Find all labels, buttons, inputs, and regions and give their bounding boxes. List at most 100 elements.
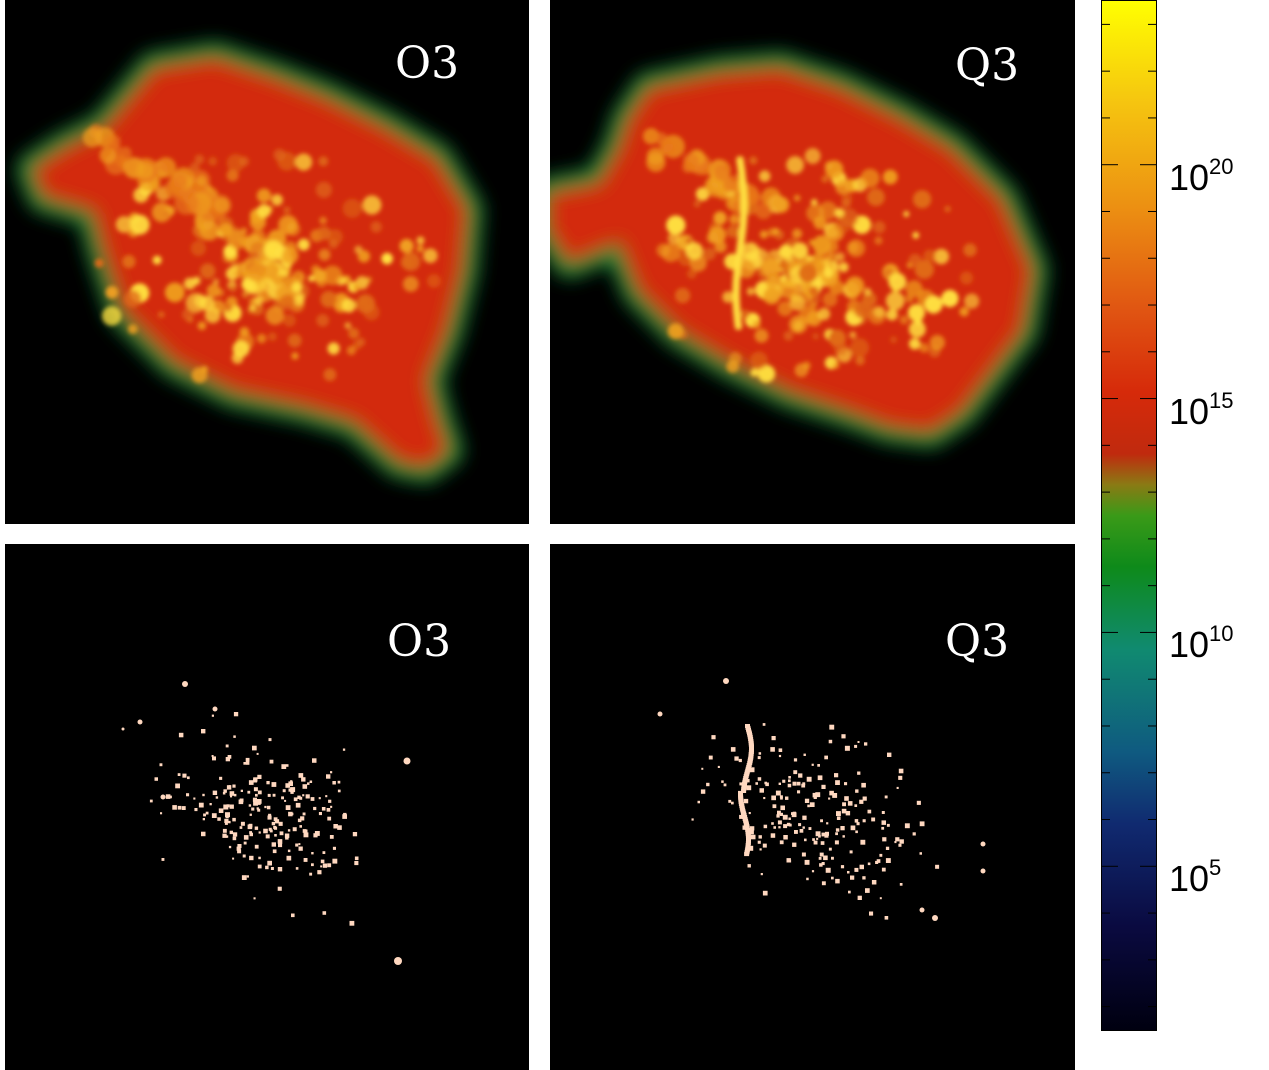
sink-particle bbox=[326, 774, 331, 779]
sink-particle bbox=[322, 911, 327, 915]
sink-particle bbox=[291, 913, 295, 918]
sink-particle bbox=[794, 830, 798, 834]
sink-particle bbox=[175, 783, 180, 789]
sink-particle-cloud bbox=[121, 681, 411, 965]
sink-particle bbox=[842, 835, 845, 838]
sink-particle bbox=[248, 823, 253, 828]
sink-particle bbox=[232, 817, 236, 822]
sink-particle bbox=[739, 814, 744, 819]
sink-particle bbox=[287, 829, 291, 832]
sink-particle bbox=[225, 757, 230, 762]
sink-particle bbox=[222, 792, 226, 795]
sink-particle bbox=[285, 764, 289, 767]
sink-particles-q3-image bbox=[657, 678, 986, 921]
sink-particle bbox=[734, 756, 739, 761]
sink-particle bbox=[778, 782, 781, 785]
sink-particle bbox=[186, 793, 190, 797]
sink-particle bbox=[253, 787, 258, 792]
sink-particle bbox=[205, 811, 209, 815]
sink-particle bbox=[828, 797, 831, 800]
sink-particle bbox=[886, 823, 890, 827]
colorbar-fill bbox=[1102, 1, 1156, 1030]
sink-particle bbox=[226, 785, 232, 790]
sink-particle bbox=[236, 846, 241, 851]
sink-particle bbox=[932, 915, 938, 921]
sink-particle bbox=[325, 795, 328, 798]
sink-particle bbox=[861, 782, 866, 788]
sink-particle bbox=[793, 758, 798, 762]
sink-particle bbox=[711, 735, 716, 740]
sink-particle bbox=[884, 916, 889, 920]
sink-particle bbox=[266, 805, 271, 810]
sink-particle bbox=[253, 897, 256, 900]
sink-particle bbox=[258, 831, 261, 834]
sink-particle bbox=[222, 828, 227, 833]
sink-particle bbox=[299, 825, 302, 828]
sink-particle bbox=[912, 832, 916, 836]
sink-particle bbox=[867, 862, 871, 866]
sink-particle bbox=[763, 797, 766, 800]
sink-particle bbox=[919, 852, 922, 855]
sink-particle bbox=[836, 811, 841, 816]
sink-particle bbox=[778, 826, 781, 829]
panel-label-o3-bottom: O3 bbox=[387, 616, 452, 667]
sink-particle bbox=[288, 788, 292, 792]
sink-particle bbox=[854, 744, 858, 748]
sink-particle bbox=[899, 883, 903, 886]
sink-particle bbox=[320, 859, 325, 864]
sink-particle bbox=[257, 790, 262, 795]
sink-particle bbox=[657, 711, 663, 717]
sink-particle bbox=[904, 823, 910, 829]
sink-particle bbox=[787, 783, 792, 788]
sink-particle bbox=[329, 835, 334, 839]
sink-particle bbox=[829, 724, 835, 730]
sink-particle bbox=[691, 818, 694, 821]
sink-particle bbox=[237, 844, 242, 849]
colorbar-tick-label: 1015 bbox=[1169, 387, 1234, 432]
sink-particle bbox=[268, 827, 272, 831]
sink-particle bbox=[249, 855, 254, 861]
sink-particle bbox=[881, 826, 885, 830]
sink-particle bbox=[806, 877, 809, 881]
sink-particle bbox=[758, 835, 762, 839]
sink-particle bbox=[288, 811, 293, 817]
colorbar-tick-label: 105 bbox=[1169, 855, 1222, 900]
sink-particle bbox=[798, 823, 802, 827]
sink-particle bbox=[225, 835, 229, 838]
sink-particle bbox=[225, 815, 229, 819]
sink-particle bbox=[786, 822, 791, 827]
sink-particle bbox=[177, 773, 181, 776]
sink-particle bbox=[246, 875, 249, 878]
sink-particle bbox=[327, 816, 332, 821]
sink-particle bbox=[248, 780, 254, 785]
sink-particle bbox=[854, 819, 859, 823]
sink-particle bbox=[803, 753, 806, 756]
sink-particle bbox=[354, 861, 359, 866]
sink-particle bbox=[181, 806, 186, 810]
sink-particle bbox=[252, 745, 257, 751]
sink-particle bbox=[832, 793, 838, 798]
sink-particle bbox=[842, 802, 846, 807]
sink-particle bbox=[779, 840, 784, 845]
sink-particle bbox=[860, 839, 866, 845]
sink-particle bbox=[352, 832, 358, 837]
sink-particle bbox=[717, 765, 720, 768]
sink-particle bbox=[844, 745, 850, 751]
sink-particle bbox=[270, 867, 274, 870]
sink-particle bbox=[801, 783, 806, 788]
colorbar-tick-label: 1020 bbox=[1169, 153, 1234, 198]
sink-particle bbox=[354, 856, 359, 861]
sink-particle bbox=[898, 768, 904, 774]
sink-particle bbox=[274, 819, 280, 824]
sink-particle bbox=[282, 789, 286, 793]
density-map-o3: O3 bbox=[5, 0, 529, 524]
sink-particle bbox=[182, 681, 188, 687]
sink-particle bbox=[160, 812, 163, 815]
sink-particle bbox=[828, 847, 832, 851]
panel-label-q3-top: Q3 bbox=[955, 40, 1020, 91]
sink-particle bbox=[811, 870, 815, 873]
sink-particle bbox=[847, 871, 850, 874]
sink-particle bbox=[836, 816, 841, 820]
sink-particle bbox=[808, 827, 812, 830]
sink-particle bbox=[301, 817, 304, 820]
